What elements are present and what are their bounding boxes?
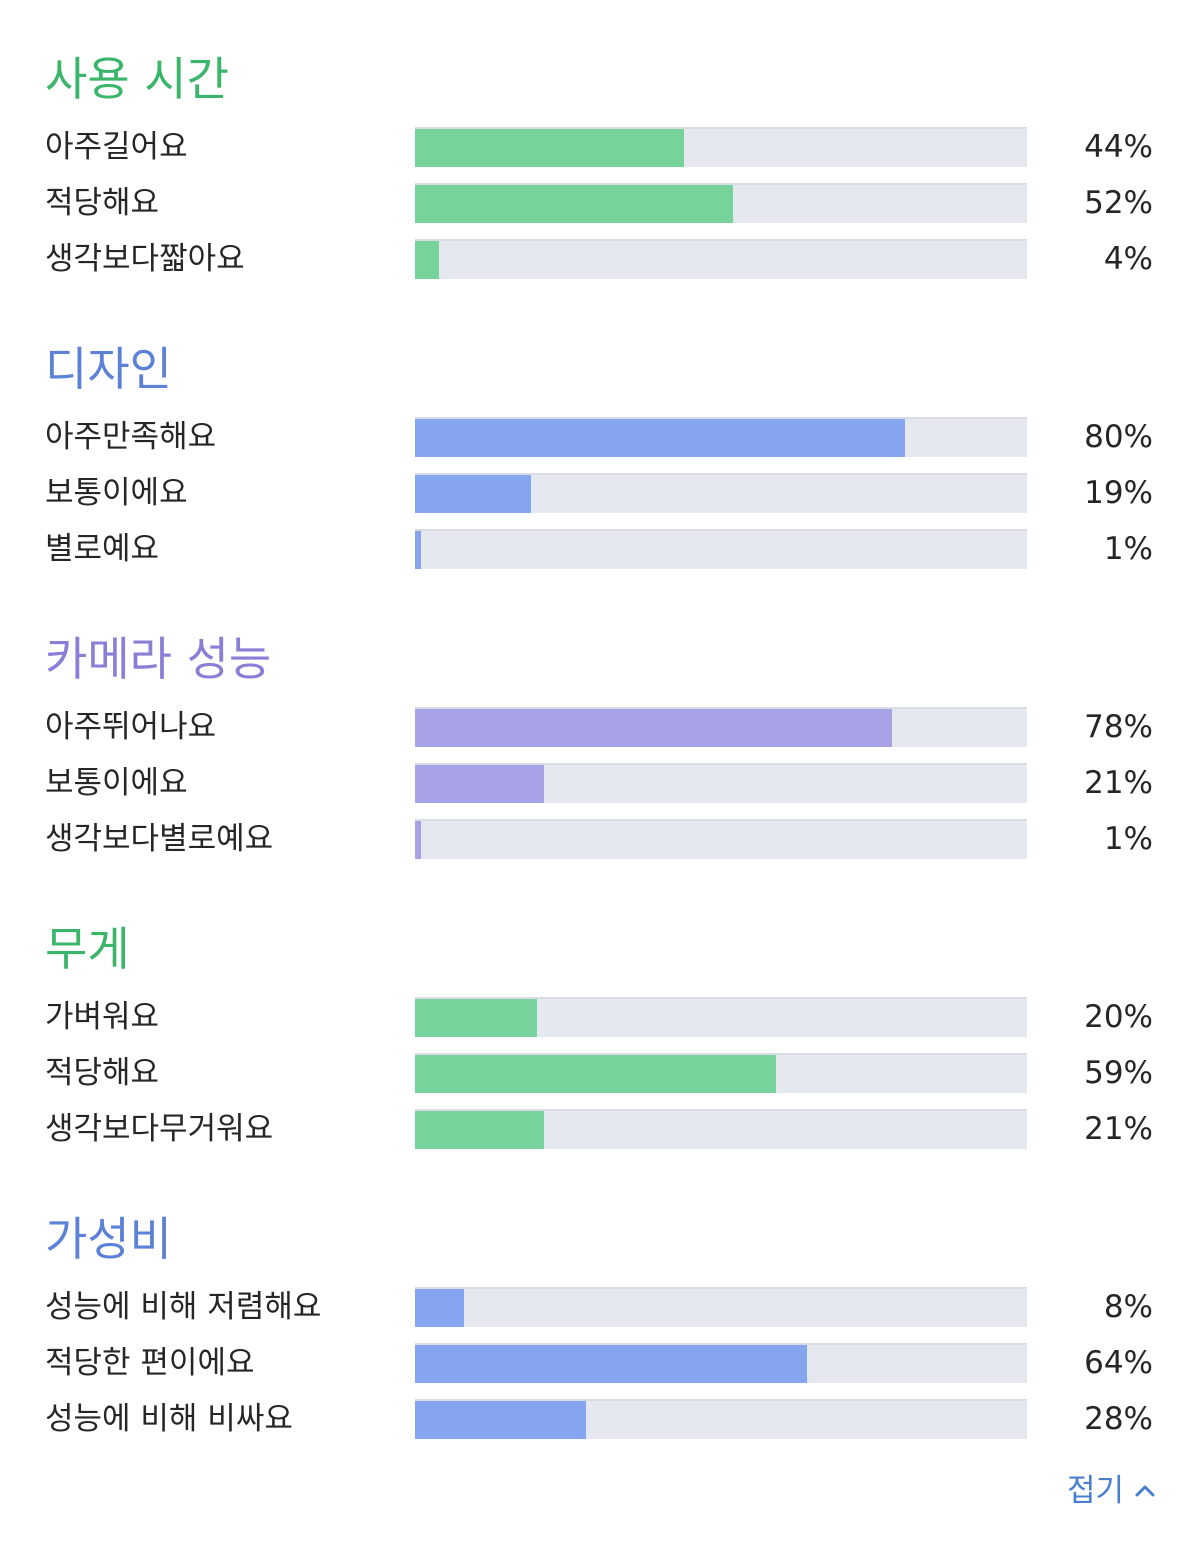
rating-label: 보통이에요 (45, 475, 188, 511)
rating-row: 적당해요 59% (0, 1052, 1200, 1108)
rating-row: 적당한 편이에요 64% (0, 1342, 1200, 1398)
rating-label: 보통이에요 (45, 765, 188, 801)
rating-percent: 1% (1103, 821, 1153, 857)
rating-bar-track (415, 183, 1027, 223)
rating-bar-track (415, 819, 1027, 859)
section-title: 무게 (45, 922, 130, 976)
rating-percent: 28% (1084, 1401, 1153, 1437)
rating-bar-track (415, 1287, 1027, 1327)
rating-percent: 19% (1084, 475, 1153, 511)
rating-bar-track (415, 417, 1027, 457)
rating-percent: 59% (1084, 1055, 1153, 1091)
rating-bar-track (415, 1343, 1027, 1383)
rating-row: 성능에 비해 비싸요 28% (0, 1398, 1200, 1454)
rating-percent: 21% (1084, 765, 1153, 801)
rating-label: 아주길어요 (45, 129, 188, 165)
rating-row: 성능에 비해 저렴해요 8% (0, 1286, 1200, 1342)
rating-bar-fill (415, 419, 905, 457)
rating-percent: 21% (1084, 1111, 1153, 1147)
rating-bar-fill (415, 185, 734, 223)
rating-row: 아주길어요 44% (0, 126, 1200, 182)
rating-label: 아주만족해요 (45, 419, 217, 455)
rating-label: 적당해요 (45, 185, 160, 221)
rating-row: 생각보다무거워요 21% (0, 1108, 1200, 1164)
rating-bar-track (415, 239, 1027, 279)
rating-label: 성능에 비해 저렴해요 (45, 1289, 322, 1325)
rating-row: 별로예요 1% (0, 528, 1200, 584)
rating-bar-track (415, 127, 1027, 167)
rating-bar-track (415, 763, 1027, 803)
collapse-label: 접기 (1066, 1473, 1124, 1509)
rating-label: 생각보다별로예요 (45, 821, 274, 857)
rating-percent: 44% (1084, 129, 1153, 165)
rating-bar-track (415, 473, 1027, 513)
rating-label: 적당한 편이에요 (45, 1345, 255, 1381)
rating-label: 성능에 비해 비싸요 (45, 1401, 293, 1437)
rating-bar-fill (415, 1401, 587, 1439)
rating-row: 가벼워요 20% (0, 996, 1200, 1052)
rating-bar-track (415, 529, 1027, 569)
rating-row: 보통이에요 19% (0, 472, 1200, 528)
rating-rows: 아주뛰어나요 78% 보통이에요 21% 생각보다별로예요 1% (0, 706, 1200, 874)
rating-percent: 1% (1103, 531, 1153, 567)
rating-percent: 4% (1103, 241, 1153, 277)
rating-bar-track (415, 1109, 1027, 1149)
rating-label: 아주뛰어나요 (45, 709, 217, 745)
rating-rows: 가벼워요 20% 적당해요 59% 생각보다무거워요 21% (0, 996, 1200, 1164)
rating-row: 보통이에요 21% (0, 762, 1200, 818)
rating-bar-fill (415, 1111, 544, 1149)
rating-row: 아주만족해요 80% (0, 416, 1200, 472)
section-title: 사용 시간 (45, 52, 229, 106)
rating-label: 적당해요 (45, 1055, 160, 1091)
rating-label: 생각보다짧아요 (45, 241, 245, 277)
rating-row: 적당해요 52% (0, 182, 1200, 238)
rating-bar-fill (415, 241, 440, 279)
rating-row: 아주뛰어나요 78% (0, 706, 1200, 762)
section-title: 가성비 (45, 1212, 172, 1266)
rating-bar-fill (415, 765, 544, 803)
rating-bar-fill (415, 531, 422, 569)
rating-bar-track (415, 707, 1027, 747)
rating-percent: 8% (1103, 1289, 1153, 1325)
section-title: 카메라 성능 (45, 632, 272, 686)
rating-bar-fill (415, 999, 538, 1037)
section-title: 디자인 (45, 342, 172, 396)
rating-bar-fill (415, 475, 532, 513)
rating-percent: 52% (1084, 185, 1153, 221)
rating-rows: 아주길어요 44% 적당해요 52% 생각보다짧아요 4% (0, 126, 1200, 294)
rating-bar-fill (415, 709, 893, 747)
rating-label: 별로예요 (45, 531, 160, 567)
rating-percent: 20% (1084, 999, 1153, 1035)
rating-bar-track (415, 997, 1027, 1037)
rating-label: 가벼워요 (45, 999, 160, 1035)
rating-bar-fill (415, 1055, 777, 1093)
rating-percent: 64% (1084, 1345, 1153, 1381)
rating-bar-fill (415, 1289, 464, 1327)
rating-bar-fill (415, 1345, 807, 1383)
rating-label: 생각보다무거워요 (45, 1111, 274, 1147)
collapse-button[interactable]: 접기 (1067, 1470, 1156, 1512)
rating-rows: 아주만족해요 80% 보통이에요 19% 별로예요 1% (0, 416, 1200, 584)
rating-rows: 성능에 비해 저렴해요 8% 적당한 편이에요 64% 성능에 비해 비싸요 28% (0, 1286, 1200, 1454)
rating-row: 생각보다별로예요 1% (0, 818, 1200, 874)
rating-bar-track (415, 1399, 1027, 1439)
rating-row: 생각보다짧아요 4% (0, 238, 1200, 294)
rating-bar-fill (415, 129, 685, 167)
chevron-up-icon (1135, 1485, 1155, 1497)
rating-percent: 78% (1084, 709, 1153, 745)
rating-bar-track (415, 1053, 1027, 1093)
rating-percent: 80% (1084, 419, 1153, 455)
rating-bar-fill (415, 821, 422, 859)
